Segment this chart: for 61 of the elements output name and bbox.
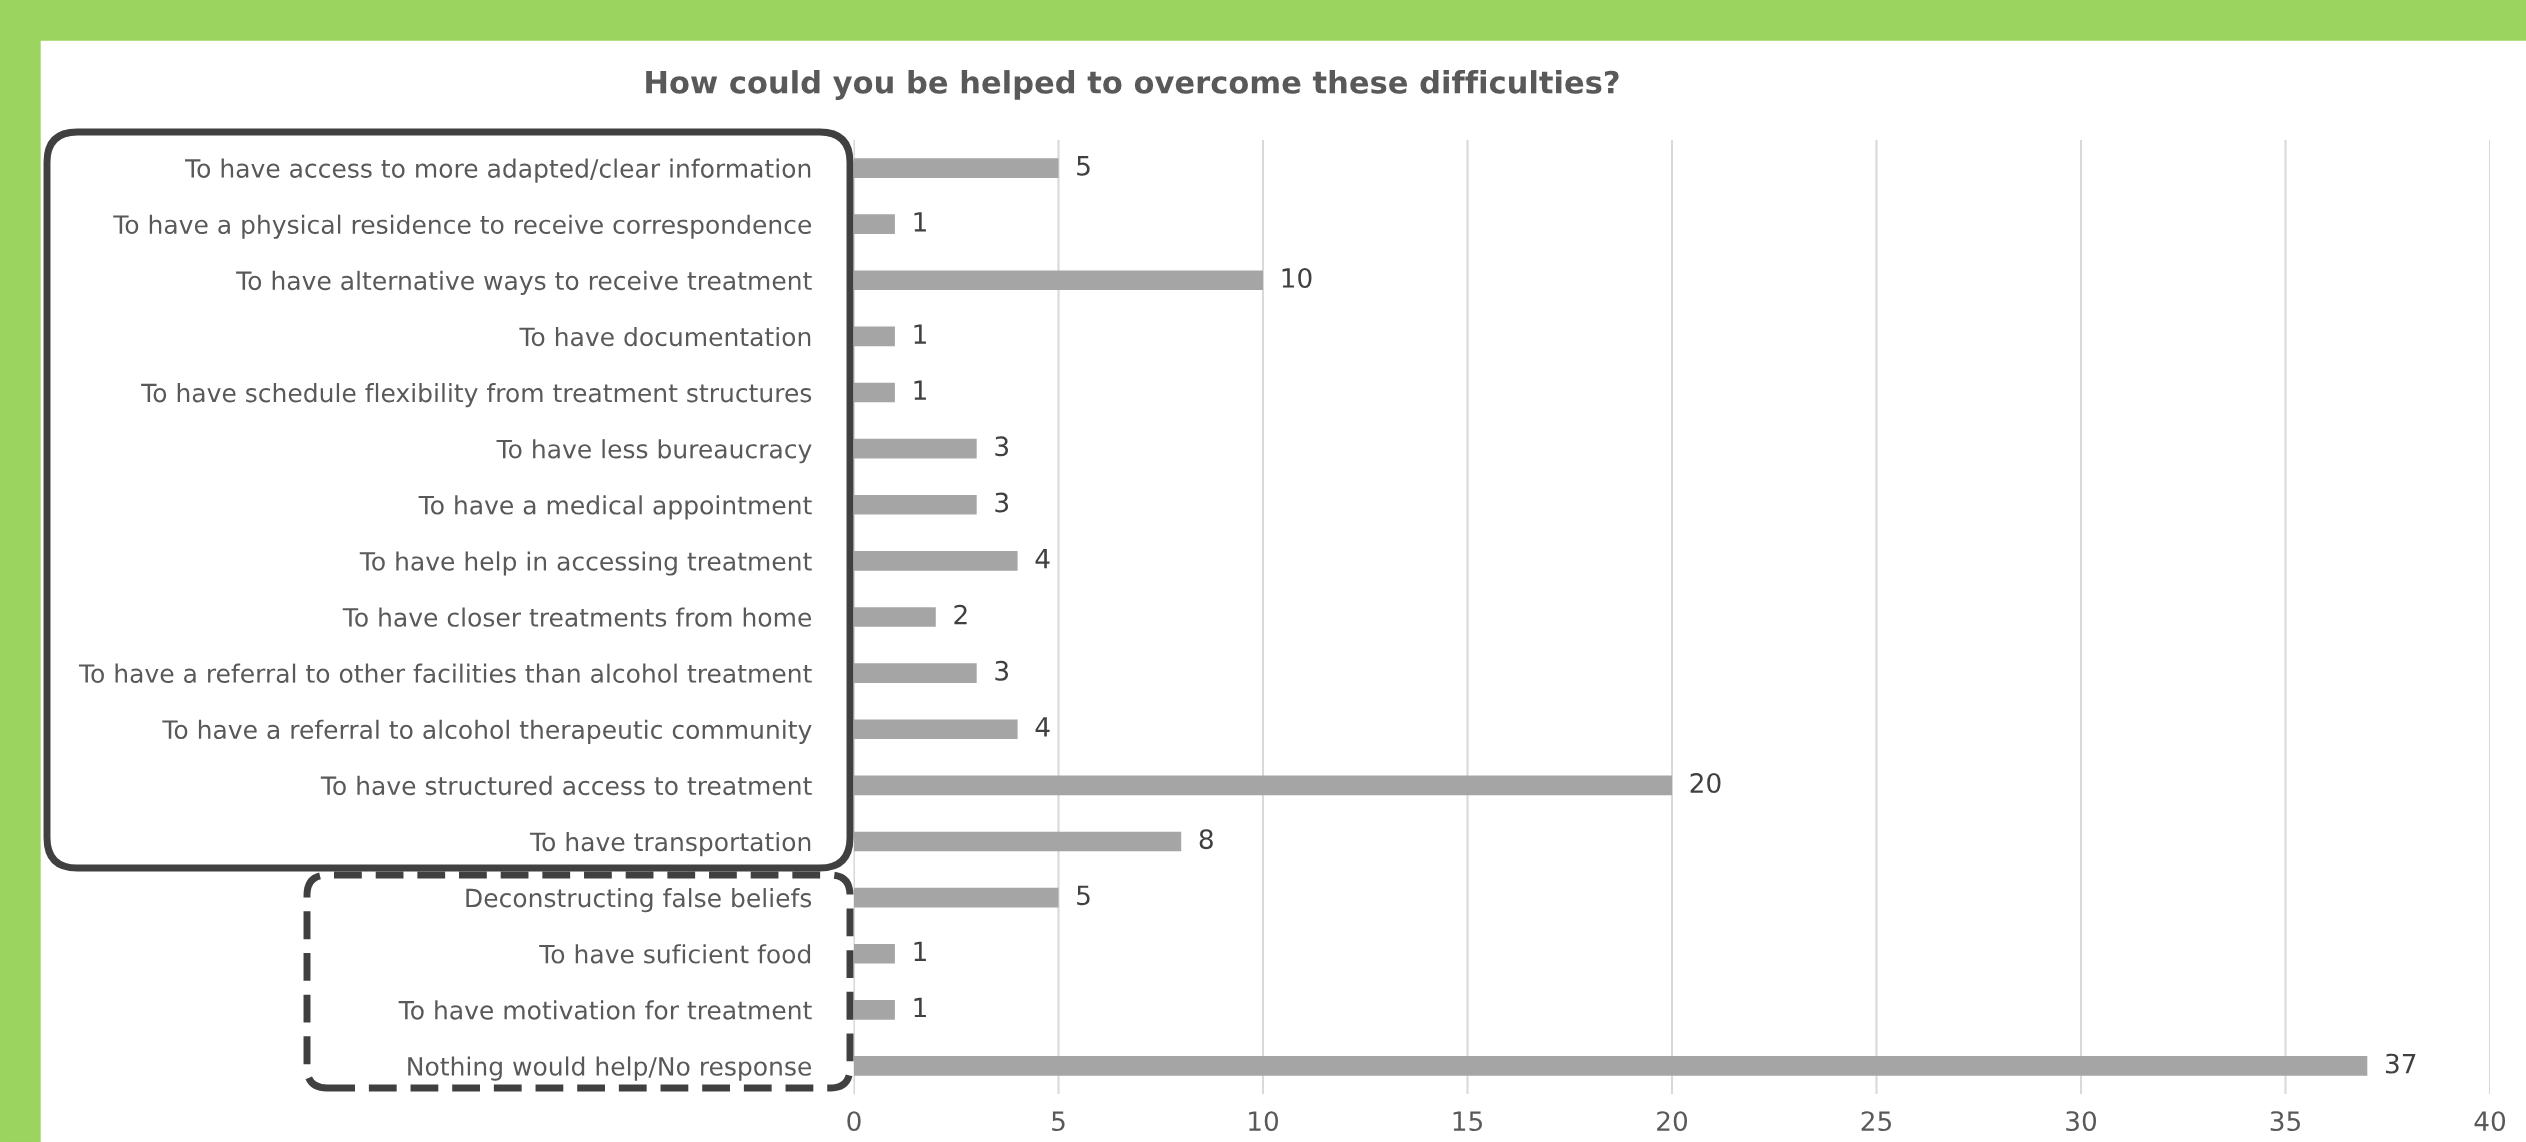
- x-tick-label: 40: [2474, 1111, 2506, 1132]
- y-tick-label: To have a referral to alcohol therapeutic community: [162, 719, 812, 744]
- bar: [854, 1000, 895, 1020]
- bar: [854, 719, 1018, 740]
- x-tick-label: 15: [1453, 1111, 1482, 1132]
- data-label: 1: [914, 941, 926, 961]
- x-tick-label: 20: [1657, 1111, 1688, 1132]
- x-tick-label: 0: [847, 1111, 861, 1132]
- y-tick-label: Nothing would help/No response: [408, 1056, 811, 1081]
- x-tick-label: 25: [1861, 1111, 1891, 1132]
- data-label: 3: [995, 492, 1009, 513]
- bar: [854, 607, 936, 627]
- x-tick-label: 30: [2066, 1111, 2097, 1132]
- data-label: 3: [995, 660, 1009, 681]
- x-tick-label: 35: [2270, 1111, 2300, 1132]
- y-tick-label: To have transportation: [529, 831, 811, 857]
- data-label: 4: [1035, 548, 1050, 569]
- y-tick-label: To have a referral to other facilities than alcohol treatment: [78, 663, 812, 683]
- data-label: 4: [1035, 717, 1050, 737]
- data-label: 37: [2385, 1053, 2416, 1074]
- data-label: 2: [954, 604, 967, 625]
- y-tick-label: To have closer treatments from home: [342, 607, 812, 627]
- data-label: 1: [914, 997, 926, 1018]
- y-tick-label: To have documentation: [519, 326, 811, 347]
- data-label: 1: [914, 212, 926, 232]
- y-tick-label: To have a physical residence to receive correspondence: [113, 214, 811, 239]
- y-tick-label: To have a medical appointment: [418, 495, 812, 520]
- chart-title: How could you be helped to overcome these difficulties?: [646, 70, 1619, 100]
- bar: [854, 270, 1263, 291]
- bar: [854, 551, 1018, 571]
- bar: [854, 775, 1672, 796]
- bar: [854, 831, 1182, 852]
- bar: [854, 494, 977, 515]
- x-tick-label: 5: [1052, 1111, 1065, 1132]
- bar: [854, 1056, 2368, 1076]
- bar: [854, 943, 895, 964]
- y-tick-label: To have suficient food: [539, 944, 811, 964]
- y-tick-label: Deconstructing false beliefs: [466, 888, 812, 913]
- data-label: 1: [914, 380, 926, 400]
- y-tick-label: To have alternative ways to receive treatment: [236, 270, 812, 295]
- data-label: 20: [1690, 773, 1721, 794]
- bar: [854, 663, 977, 683]
- bar: [854, 382, 895, 403]
- bar: [854, 438, 977, 459]
- bar: [854, 214, 895, 234]
- x-tick-label: 10: [1249, 1111, 1279, 1132]
- data-label: 3: [995, 436, 1009, 457]
- bar: [854, 887, 1059, 908]
- y-tick-label: To have help in accessing treatment: [359, 551, 812, 576]
- data-label: 5: [1077, 885, 1090, 906]
- y-tick-label: To have less bureaucracy: [496, 439, 812, 464]
- y-tick-label: To have schedule flexibility from treatment structures: [141, 383, 812, 408]
- data-label: 1: [914, 324, 926, 344]
- y-tick-label: To have structured access to treatment: [320, 775, 812, 796]
- bar: [854, 326, 895, 347]
- data-label: 8: [1199, 829, 1213, 850]
- y-tick-label: To have motivation for treatment: [398, 1000, 812, 1020]
- bar: [854, 158, 1059, 178]
- data-label: 10: [1282, 267, 1312, 288]
- y-tick-label: To have access to more adapted/clear information: [185, 158, 811, 183]
- data-label: 5: [1077, 156, 1090, 176]
